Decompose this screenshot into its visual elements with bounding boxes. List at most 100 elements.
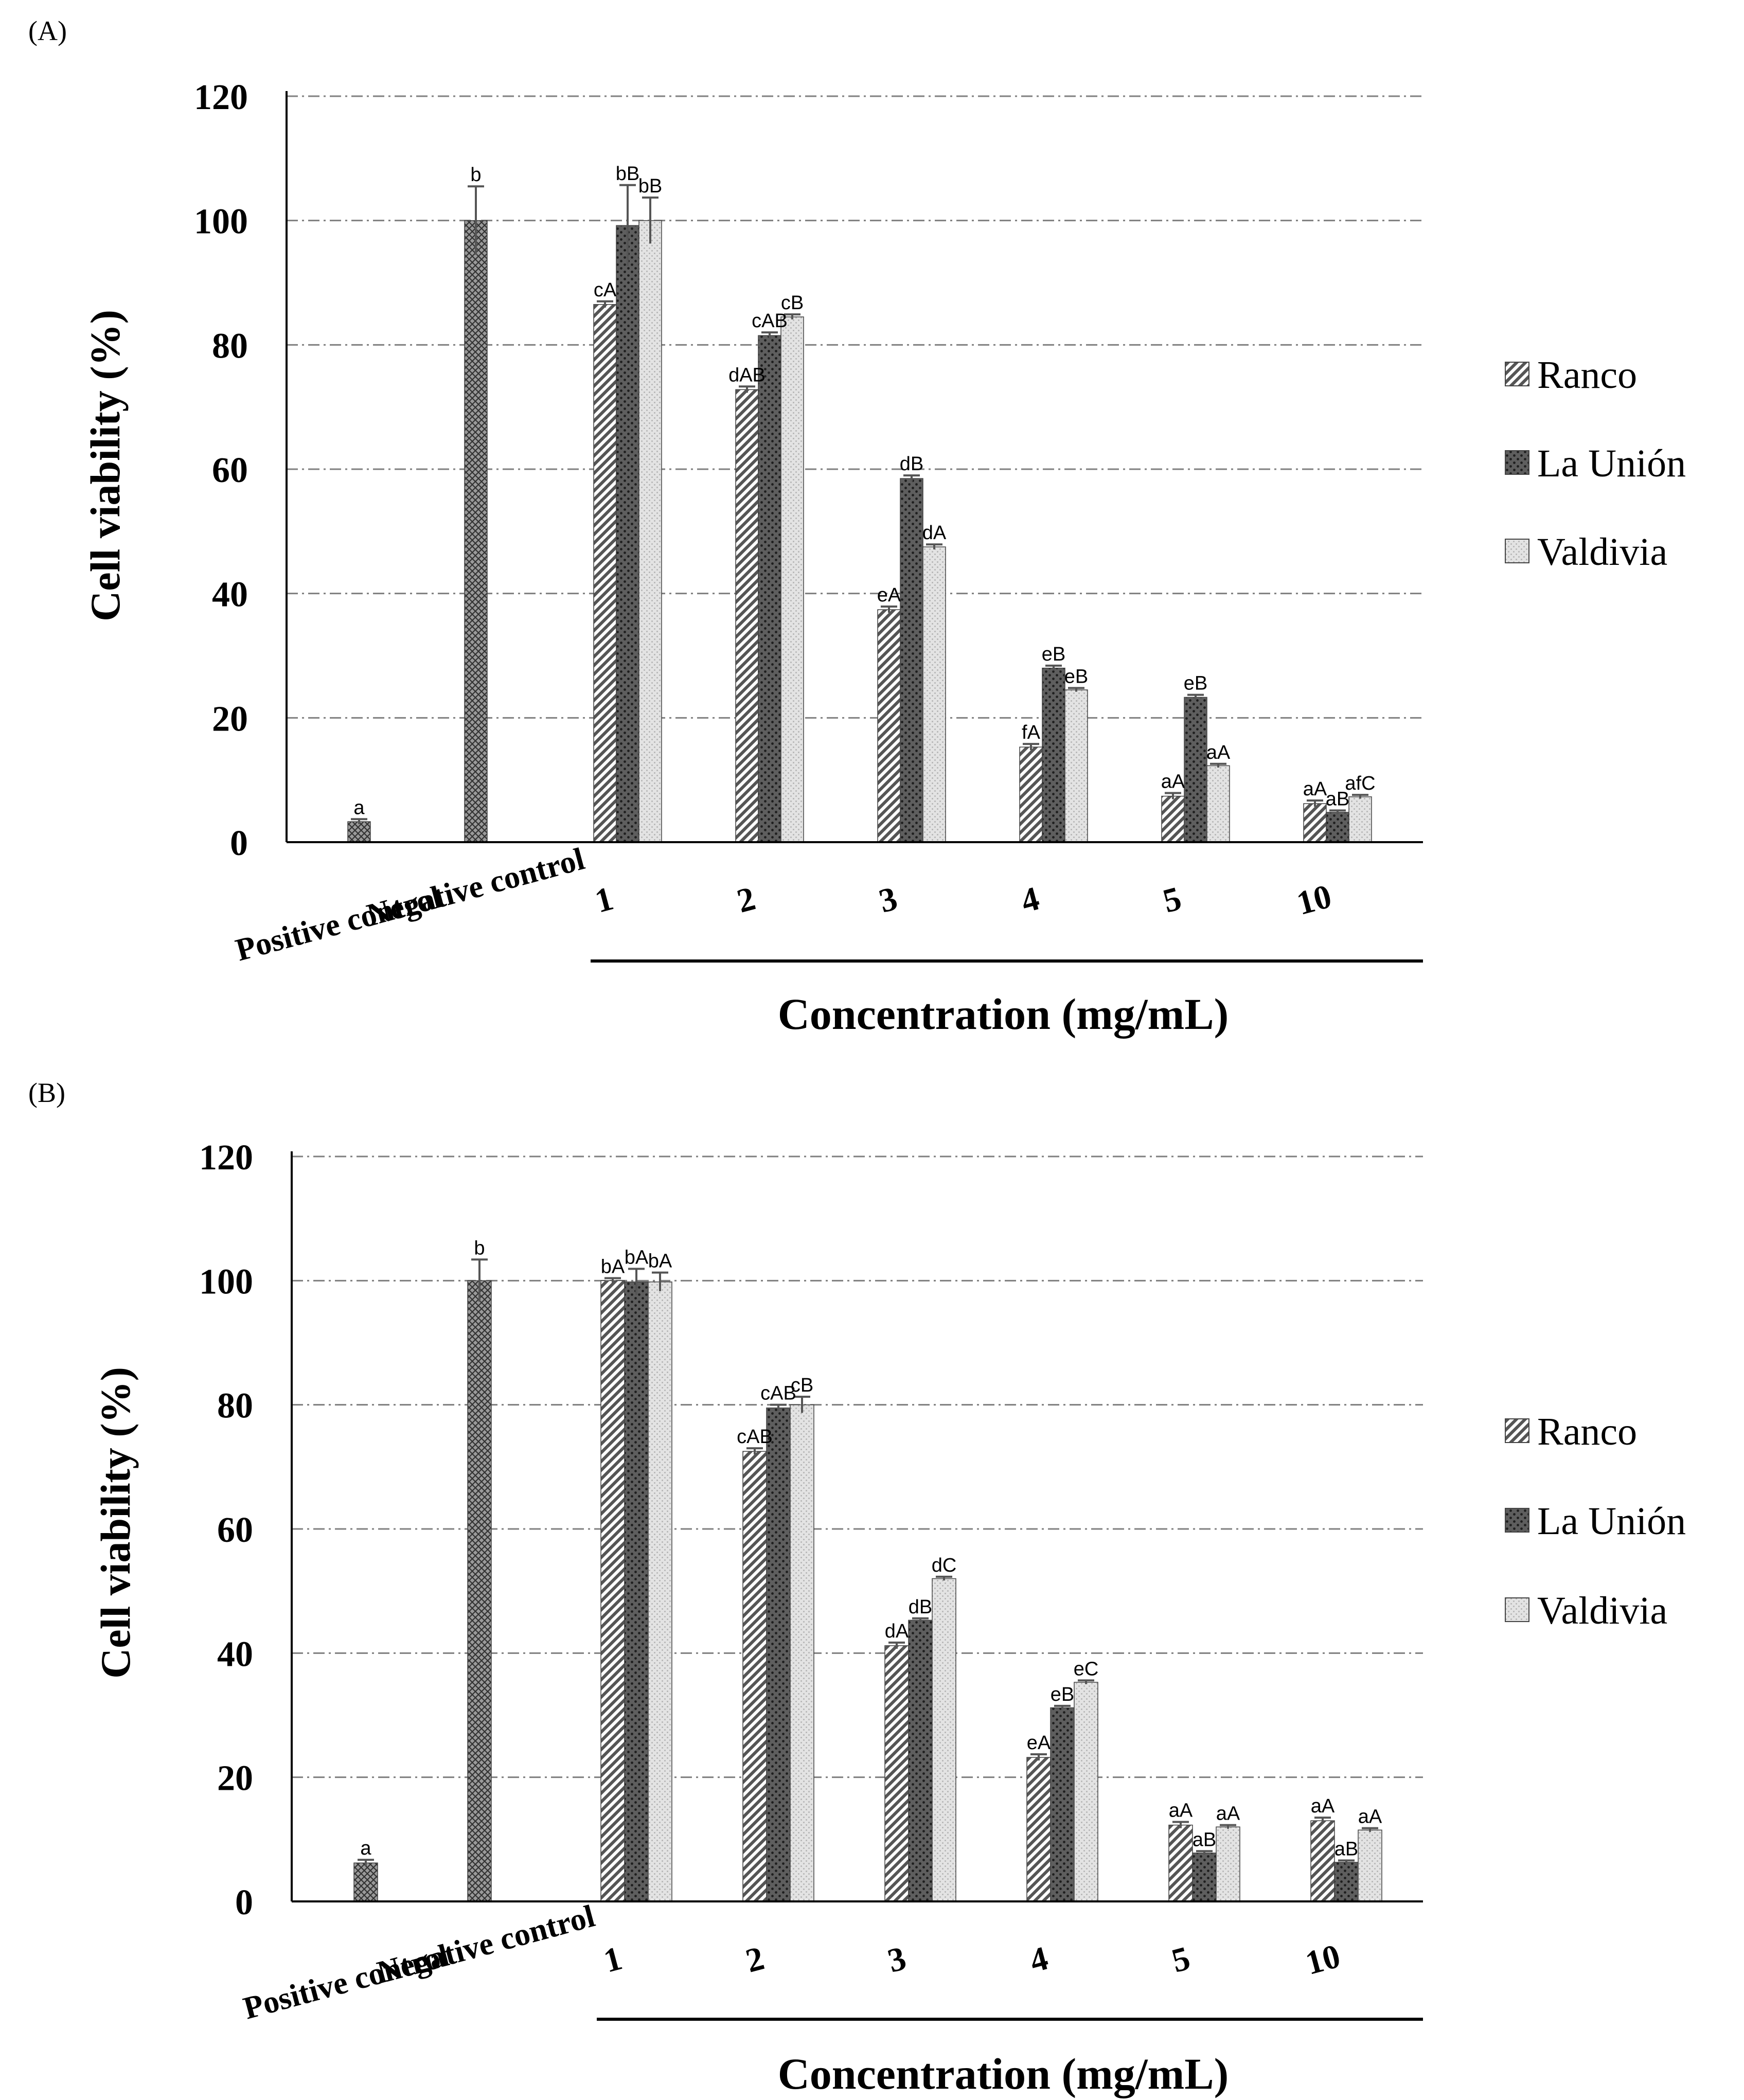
panel-a-bar-ranco-10 bbox=[1303, 803, 1327, 843]
panel-a-bar-ranco-3 bbox=[877, 609, 901, 843]
panel-a-legend-swatch-2 bbox=[1505, 539, 1529, 563]
panel-b-bar-ranco-3 bbox=[884, 1645, 909, 1902]
panel-b-negative-control-bar-sig-label: b bbox=[474, 1237, 485, 1259]
panel-a-bar-valdivia-2-sig-label: cB bbox=[781, 292, 804, 314]
panel-b-bar-valdivia-5-sig-label: aA bbox=[1216, 1803, 1240, 1825]
panel-a-bar-ranco-10-sig-label: aA bbox=[1303, 778, 1327, 800]
panel-b-negative-control-bar bbox=[467, 1280, 492, 1902]
panel-a-legend-swatch-0 bbox=[1505, 362, 1529, 386]
panel-b-category-label: 2 bbox=[742, 1939, 768, 1980]
panel-b-ytick-label: 20 bbox=[217, 1759, 253, 1799]
panel-a-bar-launin-5 bbox=[1184, 697, 1207, 843]
panel-b-bar-valdivia-10-sig-label: aA bbox=[1358, 1806, 1382, 1828]
panel-a-bar-valdivia-10 bbox=[1348, 796, 1372, 843]
panel-b-bar-launin-3 bbox=[908, 1620, 933, 1902]
panel-a-bar-ranco-3-sig-label: eA bbox=[877, 584, 901, 606]
panel-b-bar-ranco-10 bbox=[1310, 1820, 1335, 1902]
panel-a-bar-valdivia-3 bbox=[922, 546, 946, 843]
panel-b-bar-ranco-4 bbox=[1026, 1757, 1051, 1902]
panel-b-legend-label: Valdivia bbox=[1537, 1589, 1667, 1632]
panel-a-bar-valdivia-1 bbox=[638, 220, 662, 843]
panel-a-bar-valdivia-5-sig-label: aA bbox=[1206, 742, 1231, 763]
panel-a-yticks: 0 20 40 60 80 100 120 bbox=[194, 78, 248, 863]
panel-a-ytick-label: 0 bbox=[230, 824, 248, 863]
panel-b-ytick-label: 60 bbox=[217, 1510, 253, 1550]
panel-b-bar-launin-2 bbox=[766, 1407, 791, 1902]
panel-b-bar-valdivia-1 bbox=[648, 1281, 672, 1902]
panel-a-bar-launin-2 bbox=[758, 335, 781, 843]
panel-a-bar-valdivia-5 bbox=[1206, 765, 1230, 843]
panel-a-category-label: 1 bbox=[591, 880, 617, 920]
panel-b-bar-launin-10 bbox=[1334, 1862, 1359, 1902]
panel-b-bar-ranco-5-sig-label: aA bbox=[1169, 1800, 1193, 1822]
panel-b-legend-swatch-2 bbox=[1505, 1597, 1529, 1622]
panel-a-letter: (A) bbox=[28, 15, 67, 46]
panel-b-category-label: 1 bbox=[600, 1939, 626, 1980]
panel-a-y-axis-title: Cell viability (%) bbox=[82, 310, 129, 621]
panel-a-category-label: 4 bbox=[1017, 880, 1043, 920]
panel-a-bar-launin-2-sig-label: cAB bbox=[752, 310, 788, 332]
panel-a-legend-label: Ranco bbox=[1537, 353, 1637, 397]
panel-a-bar-valdivia-2 bbox=[780, 316, 804, 843]
panel-a-ytick-label: 100 bbox=[194, 202, 248, 242]
panel-b-bar-launin-5-sig-label: aB bbox=[1193, 1829, 1216, 1850]
panel-b-bar-launin-4-sig-label: eB bbox=[1051, 1684, 1074, 1705]
panel-b-bar-launin-4 bbox=[1050, 1707, 1075, 1902]
panel-a-legend-label: La Unión bbox=[1537, 442, 1686, 485]
panel-a-category-label: 10 bbox=[1293, 877, 1336, 922]
panel-a-ytick-label: 40 bbox=[212, 575, 248, 615]
panel-b-bar-ranco-3-sig-label: dA bbox=[885, 1621, 909, 1642]
panel-b-bar-ranco-2-sig-label: cAB bbox=[737, 1426, 773, 1448]
panel-a-bar-valdivia-3-sig-label: dA bbox=[922, 522, 947, 544]
panel-b-bar-launin-3-sig-label: dB bbox=[909, 1596, 932, 1618]
panel-b-bar-valdivia-2 bbox=[790, 1404, 814, 1902]
panel-b-bar-valdivia-4-sig-label: eC bbox=[1074, 1658, 1099, 1680]
panel-a: (A) abcAbBbBdABcABcBeAdBdAfAeBeBaAeBaAaA… bbox=[28, 15, 1686, 1039]
panel-a-errorbars bbox=[351, 184, 1368, 824]
panel-b-bar-ranco-5 bbox=[1168, 1824, 1193, 1902]
panel-a-bar-valdivia-4 bbox=[1064, 689, 1088, 843]
panel-a-bar-launin-5-sig-label: eB bbox=[1184, 673, 1207, 695]
panel-a-sig-labels: abcAbBbBdABcABcBeAdBdAfAeBeBaAeBaAaAaBaf… bbox=[353, 163, 1375, 818]
panel-b-bar-ranco-10-sig-label: aA bbox=[1311, 1795, 1335, 1817]
panel-a-negative-control-bar bbox=[464, 220, 488, 843]
panel-b-bar-launin-2-sig-label: cAB bbox=[760, 1383, 796, 1404]
panel-a-ytick-label: 80 bbox=[212, 326, 248, 366]
panel-a-bar-ranco-2 bbox=[735, 389, 759, 843]
panel-a-x-axis-title: Concentration (mg/mL) bbox=[778, 989, 1229, 1039]
panel-a-category-label: 2 bbox=[733, 880, 759, 920]
panel-b-positive-control-bar-sig-label: a bbox=[360, 1838, 371, 1859]
panel-a-bar-ranco-2-sig-label: dAB bbox=[728, 364, 766, 386]
panel-b-grid bbox=[292, 1155, 1423, 1778]
panel-b-bar-valdivia-5 bbox=[1216, 1826, 1240, 1902]
panel-a-bar-ranco-1 bbox=[593, 304, 617, 843]
panel-a-bar-launin-1 bbox=[616, 225, 639, 843]
panel-b-yticks: 0 20 40 60 80 100 120 bbox=[199, 1138, 253, 1923]
panel-b-x-axis-title: Concentration (mg/mL) bbox=[778, 2049, 1229, 2098]
panel-b-ytick-label: 120 bbox=[199, 1138, 253, 1178]
panel-b-bar-valdivia-1-sig-label: bA bbox=[648, 1251, 672, 1272]
panel-b-positive-control-bar bbox=[353, 1862, 378, 1902]
panel-b-bar-launin-10-sig-label: aB bbox=[1334, 1838, 1358, 1860]
panel-a-bar-launin-10 bbox=[1326, 812, 1349, 843]
panel-a-axes bbox=[286, 91, 1423, 843]
panel-b-bar-valdivia-4 bbox=[1074, 1682, 1098, 1902]
panel-b-bar-ranco-2 bbox=[742, 1451, 767, 1902]
panel-a-category-label: 5 bbox=[1159, 880, 1185, 920]
panel-b-ytick-label: 0 bbox=[235, 1883, 253, 1923]
panel-b-legend-swatch-0 bbox=[1505, 1418, 1529, 1443]
panel-b-bars bbox=[353, 1280, 1382, 1902]
panel-a-bar-launin-10-sig-label: aB bbox=[1326, 788, 1349, 810]
panel-a-grid bbox=[287, 95, 1423, 719]
panel-a-category-label: 3 bbox=[875, 880, 901, 920]
panel-b-axes bbox=[291, 1151, 1423, 1902]
panel-a-negative-control-bar-sig-label: b bbox=[470, 164, 481, 186]
panel-a-bar-ranco-4-sig-label: fA bbox=[1022, 722, 1041, 743]
panel-b-legend-label: Ranco bbox=[1537, 1410, 1637, 1453]
panel-b-letter: (B) bbox=[28, 1077, 65, 1108]
panel-a-bar-launin-4-sig-label: eB bbox=[1042, 644, 1065, 665]
panel-b-bar-ranco-1 bbox=[600, 1280, 625, 1902]
